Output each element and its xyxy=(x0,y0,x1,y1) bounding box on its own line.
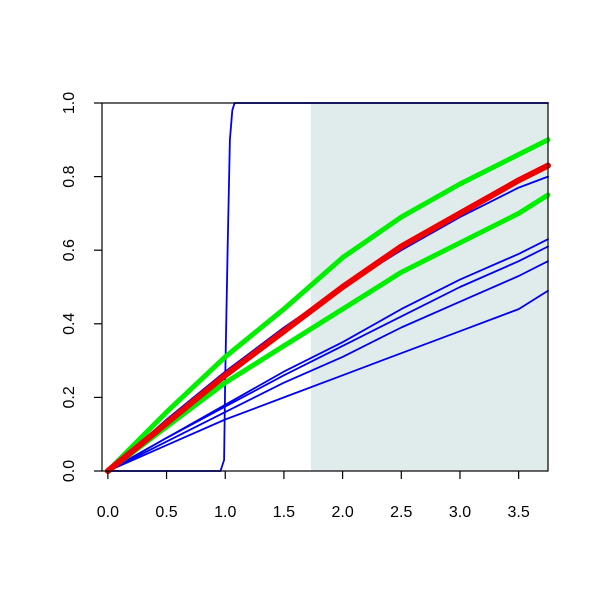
y-tick-label: 1.0 xyxy=(61,92,78,114)
y-tick-label: 0.8 xyxy=(61,165,78,187)
x-tick-label: 0.0 xyxy=(97,504,119,521)
x-tick-label: 2.5 xyxy=(390,504,412,521)
x-tick-label: 3.0 xyxy=(449,504,471,521)
series-line-7 xyxy=(105,192,551,474)
series-line-5 xyxy=(107,260,549,472)
x-tick-label: 0.5 xyxy=(155,504,177,521)
y-axis: 0.0 0.2 0.4 0.6 0.8 1.0 xyxy=(61,92,102,482)
x-tick-label: 1.5 xyxy=(273,504,295,521)
series-line-9 xyxy=(104,162,551,474)
series-line-6 xyxy=(107,289,549,472)
y-tick-label: 0.6 xyxy=(61,239,78,261)
shaded-region xyxy=(310,103,548,471)
y-tick-label: 0.2 xyxy=(61,386,78,408)
y-tick-label: 0.0 xyxy=(61,460,78,482)
series-line-1 xyxy=(107,102,549,472)
series-layer xyxy=(104,102,551,474)
x-tick-label: 2.0 xyxy=(331,504,353,521)
plot-frame xyxy=(101,102,549,472)
x-tick-label: 1.0 xyxy=(214,504,236,521)
x-tick-label: 3.5 xyxy=(508,504,530,521)
x-axis: 0.0 0.5 1.0 1.5 2.0 2.5 3.0 3.5 xyxy=(97,471,530,521)
y-tick-label: 0.4 xyxy=(61,313,78,335)
series-line-4 xyxy=(107,245,549,472)
series-line-8 xyxy=(105,137,551,474)
